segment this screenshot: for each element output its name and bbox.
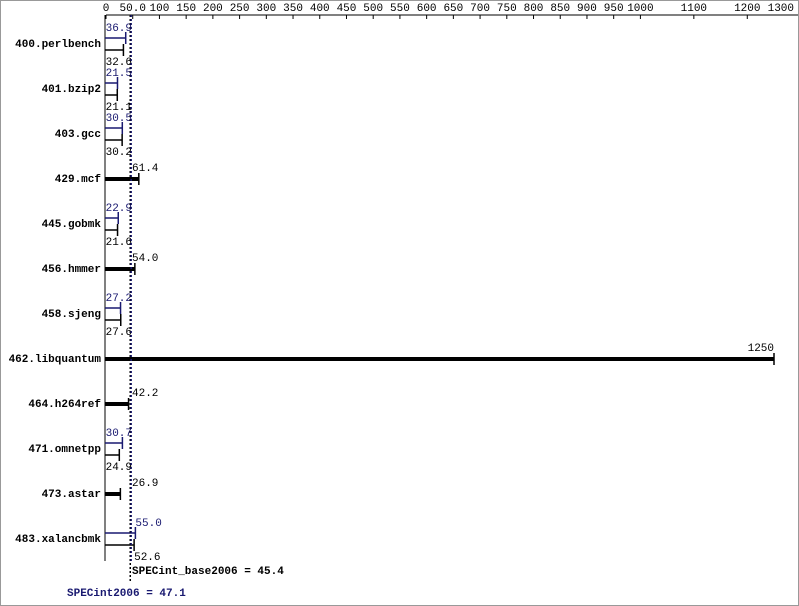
value-label: 42.2 [132,388,158,400]
x-tick-label: 300 [256,3,276,15]
value-label: 24.9 [106,462,132,474]
x-tick-label: 1200 [734,3,760,15]
x-tick-label: 0 [103,3,110,15]
value-label: 22.9 [106,203,132,215]
x-tick-label: 150 [176,3,196,15]
x-tick-label: 750 [497,3,517,15]
value-label: 30.2 [106,147,132,159]
value-label: 36.9 [106,23,132,35]
value-label: 30.7 [106,428,132,440]
value-label: 21.6 [106,237,132,249]
x-tick-label: 950 [604,3,624,15]
category-label: 458.sjeng [42,309,101,321]
value-label: 61.4 [132,163,159,175]
x-tick-label: 250 [230,3,250,15]
category-label: 401.bzip2 [42,84,101,96]
x-tick-label: 100 [150,3,170,15]
x-tick-label: 450 [337,3,357,15]
x-tick-label: 350 [283,3,303,15]
x-tick-label: 900 [577,3,597,15]
x-tick-label: 850 [550,3,570,15]
category-label: 429.mcf [55,174,102,186]
x-tick-label: 650 [443,3,463,15]
value-label: 32.6 [106,57,132,69]
summary-label: SPECint2006 = 47.1 [67,588,186,600]
x-tick-label: 400 [310,3,330,15]
category-label: 473.astar [42,489,101,501]
x-tick-label: 1300 [768,3,794,15]
category-label: 456.hmmer [42,264,101,276]
x-tick-label: 550 [390,3,410,15]
category-label: 471.omnetpp [28,444,101,456]
x-tick-label: 600 [417,3,437,15]
value-label: 55.0 [135,518,161,530]
value-label: 30.5 [106,113,132,125]
value-label: 1250 [748,343,774,355]
category-label: 462.libquantum [9,354,102,366]
category-label: 400.perlbench [15,39,101,51]
value-label: 21.1 [106,102,133,114]
value-label: 27.2 [106,293,132,305]
x-tick-label: 1100 [681,3,707,15]
value-label: 26.9 [132,478,158,490]
x-tick-label: 1000 [627,3,653,15]
value-label: 21.5 [106,68,132,80]
x-tick-label: 500 [363,3,383,15]
x-tick-label: 700 [470,3,490,15]
x-tick-label: 50.0 [120,3,146,15]
x-tick-label: 200 [203,3,223,15]
value-label: 52.6 [134,552,160,564]
summary-label: SPECint_base2006 = 45.4 [132,566,284,578]
category-label: 403.gcc [55,129,101,141]
x-tick-label: 800 [524,3,544,15]
category-label: 464.h264ref [28,399,101,411]
value-label: 54.0 [132,253,158,265]
category-label: 445.gobmk [42,219,102,231]
value-label: 27.6 [106,327,132,339]
category-label: 483.xalancbmk [15,534,101,546]
